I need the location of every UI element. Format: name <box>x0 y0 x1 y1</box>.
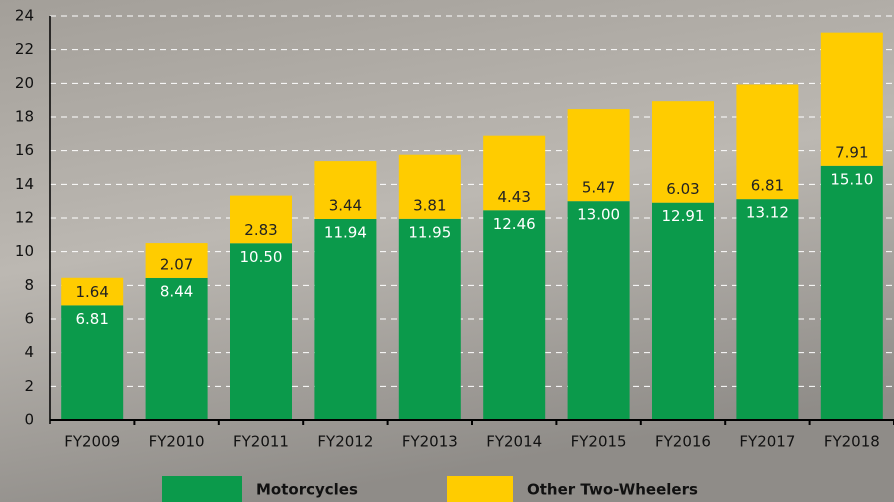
bar-segment <box>483 210 546 420</box>
value-label: 2.07 <box>160 255 193 273</box>
x-tick-label: FY2012 <box>317 433 373 451</box>
bar-segment <box>820 165 883 420</box>
bar-segment <box>736 199 799 420</box>
y-tick-label: 6 <box>24 310 34 328</box>
legend-label: Other Two-Wheelers <box>527 481 698 499</box>
legend-swatch <box>447 476 513 502</box>
x-tick-label: FY2015 <box>571 433 627 451</box>
y-tick-label: 24 <box>15 7 34 25</box>
bar-segment <box>567 109 630 202</box>
x-tick-label: FY2017 <box>739 433 795 451</box>
value-label: 12.91 <box>662 207 705 225</box>
y-tick-label: 20 <box>15 74 34 92</box>
x-tick-label: FY2011 <box>233 433 289 451</box>
bar-segment <box>230 243 292 420</box>
y-tick-label: 12 <box>15 209 34 227</box>
bar-segment <box>398 154 461 219</box>
value-label: 6.81 <box>751 177 784 195</box>
value-label: 3.44 <box>329 197 362 215</box>
value-label: 6.03 <box>666 180 699 198</box>
bar-segment <box>398 218 461 420</box>
bar-segment <box>230 195 292 244</box>
bar-segment <box>145 243 208 278</box>
bar-segment <box>652 101 714 203</box>
value-label: 7.91 <box>835 143 868 161</box>
bar-segment <box>483 135 546 211</box>
y-tick-label: 10 <box>15 242 34 260</box>
y-tick-label: 0 <box>24 411 34 429</box>
value-label: 1.64 <box>75 283 108 301</box>
bar-segment <box>736 84 799 200</box>
bar-segment <box>314 219 377 420</box>
x-tick-label: FY2010 <box>149 433 205 451</box>
bar-segment <box>820 32 883 166</box>
value-label: 2.83 <box>244 221 277 239</box>
y-tick-label: 22 <box>15 40 34 58</box>
y-tick-label: 16 <box>15 141 34 159</box>
value-label: 12.46 <box>493 215 536 233</box>
value-label: 3.81 <box>413 196 446 214</box>
value-label: 8.44 <box>160 282 193 300</box>
bar-segment <box>652 202 714 420</box>
legend-label: Motorcycles <box>256 481 358 499</box>
legend-swatch <box>162 476 242 502</box>
value-label: 5.47 <box>582 179 615 197</box>
y-tick-label: 2 <box>24 377 34 395</box>
y-tick-label: 4 <box>24 343 34 361</box>
value-label: 15.10 <box>830 170 873 188</box>
x-tick-label: FY2009 <box>64 433 120 451</box>
bar-segment <box>567 201 630 420</box>
value-label: 13.12 <box>746 204 789 222</box>
value-label: 11.95 <box>408 223 451 241</box>
x-tick-label: FY2018 <box>824 433 880 451</box>
x-tick-label: FY2016 <box>655 433 711 451</box>
value-label: 6.81 <box>75 310 108 328</box>
value-label: 13.00 <box>577 206 620 224</box>
value-label: 10.50 <box>240 248 283 266</box>
bar-segment <box>314 161 377 220</box>
y-tick-label: 14 <box>15 175 34 193</box>
x-tick-label: FY2013 <box>402 433 458 451</box>
bar-segment <box>61 305 124 420</box>
value-label: 4.43 <box>497 188 530 206</box>
bar-segment <box>145 277 208 420</box>
x-tick-label: FY2014 <box>486 433 542 451</box>
y-tick-label: 8 <box>24 276 34 294</box>
y-tick-label: 18 <box>15 108 34 126</box>
value-label: 11.94 <box>324 224 367 242</box>
bar-segment <box>61 277 124 306</box>
